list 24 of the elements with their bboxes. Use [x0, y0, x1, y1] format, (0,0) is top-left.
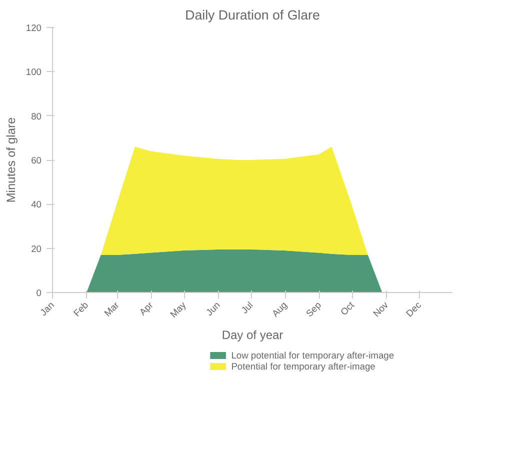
- x-axis-title: Day of year: [222, 328, 284, 342]
- x-tick-label: Sep: [304, 300, 324, 319]
- y-tick-label: 120: [26, 23, 42, 33]
- x-tick-label: Nov: [371, 300, 390, 319]
- x-tick-label: Aug: [270, 300, 290, 319]
- y-tick-label: 20: [31, 244, 42, 254]
- x-tick-label: Oct: [338, 300, 356, 318]
- x-tick-label: May: [168, 300, 188, 320]
- y-tick-label: 0: [36, 288, 42, 298]
- x-tick-label: Jun: [204, 300, 222, 318]
- x-tick-label: Mar: [102, 300, 121, 318]
- y-tick-label: 60: [31, 156, 42, 166]
- y-tick-label: 100: [26, 67, 42, 78]
- legend-label: Potential for temporary after-image: [231, 362, 376, 372]
- x-tick-label: Jan: [38, 300, 56, 318]
- x-tick-label: Apr: [138, 300, 155, 318]
- x-tick-label: Jul: [239, 300, 255, 316]
- x-tick-label: Dec: [404, 300, 424, 319]
- y-axis-title: Minutes of glare: [4, 116, 18, 203]
- y-tick-label: 80: [31, 111, 42, 122]
- y-tick-label: 40: [31, 200, 42, 210]
- x-tick-label: Feb: [72, 300, 90, 318]
- chart-title: Daily Duration of Glare: [185, 8, 320, 22]
- legend-label: Low potential for temporary after-image: [231, 350, 394, 360]
